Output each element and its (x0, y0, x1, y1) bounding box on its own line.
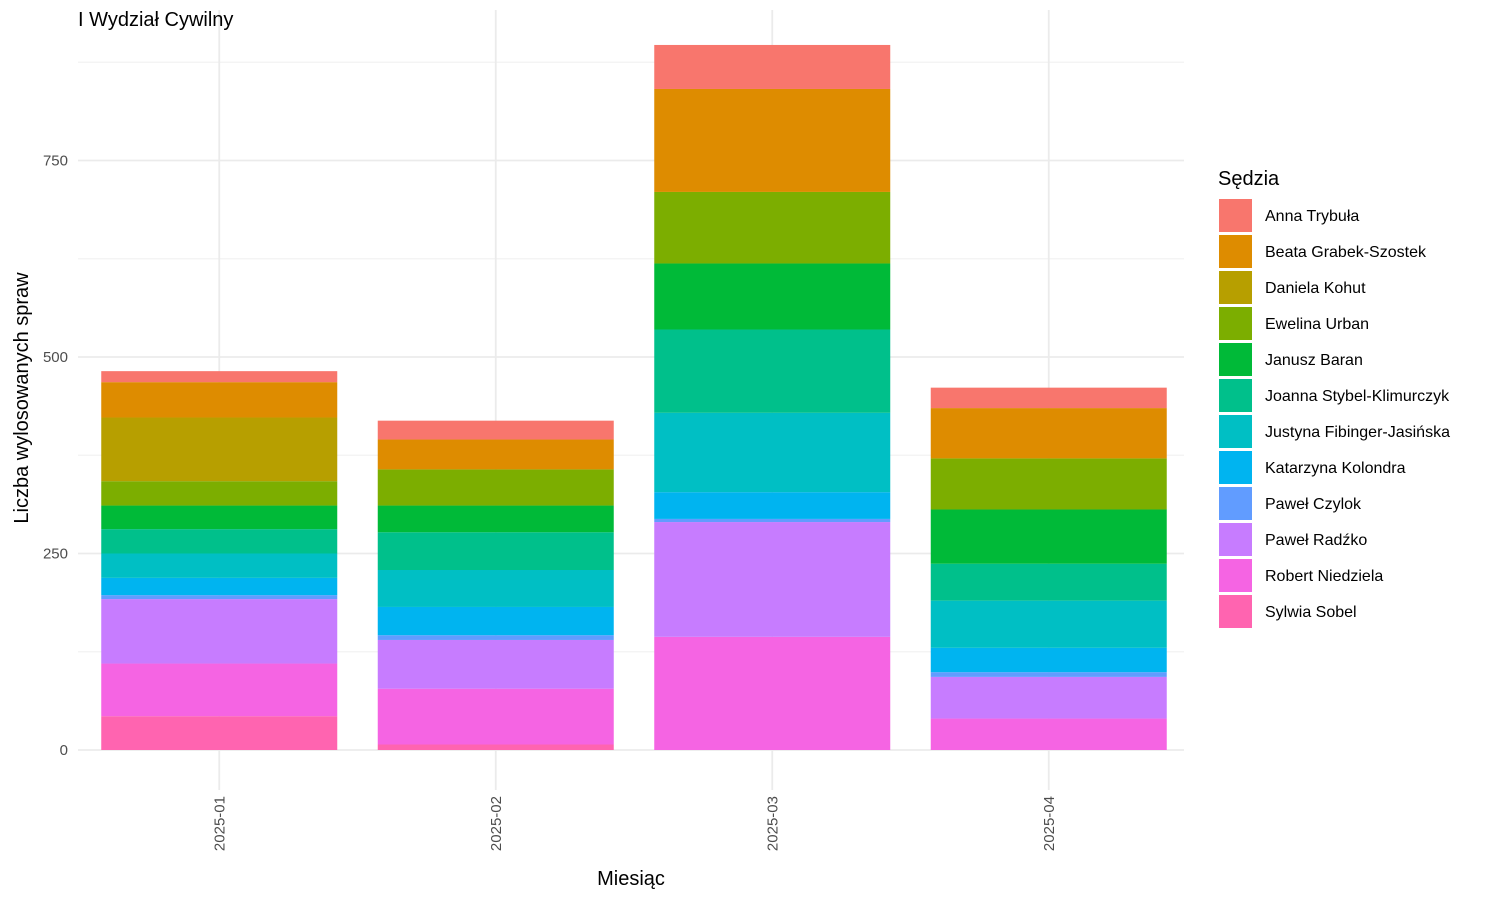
legend-swatch (1219, 199, 1252, 232)
bar-segment (377, 505, 614, 533)
bar-segment (654, 88, 891, 192)
bar-segment (930, 600, 1167, 648)
legend-label: Katarzyna Kolondra (1265, 460, 1406, 477)
legend-label: Anna Trybuła (1265, 208, 1359, 225)
bar-segment (654, 191, 891, 264)
bar-segment (377, 469, 614, 506)
legend-swatch (1219, 523, 1252, 556)
bar-segment (101, 553, 338, 578)
bar-segment (101, 417, 338, 482)
bar-segment (377, 606, 614, 636)
bar-segment (930, 458, 1167, 510)
legend-swatch (1219, 235, 1252, 268)
x-axis-title: Miesiąc (597, 868, 665, 890)
bar-segment (930, 387, 1167, 409)
bar-segment (101, 529, 338, 554)
bar-segment (654, 518, 891, 523)
y-tick-label: 500 (43, 349, 68, 366)
legend-swatch (1219, 487, 1252, 520)
legend-label: Janusz Baran (1265, 352, 1363, 369)
x-axis-ticks: 2025-01 2025-02 2025-03 2025-04 (211, 796, 1058, 851)
bar-segment (377, 688, 614, 745)
bar-segment (101, 663, 338, 717)
bar-segment (654, 329, 891, 413)
bar-segment (654, 522, 891, 637)
legend-label: Robert Niedziela (1265, 568, 1383, 585)
legend-title: Sędzia (1218, 168, 1280, 190)
y-tick-label: 0 (60, 742, 68, 759)
y-tick-label: 750 (43, 153, 68, 170)
legend-swatch (1219, 379, 1252, 412)
legend-label: Paweł Radźko (1265, 532, 1367, 549)
legend-swatch (1219, 343, 1252, 376)
bar-segment (101, 371, 338, 383)
legend-label: Ewelina Urban (1265, 316, 1369, 333)
chart-title: I Wydział Cywilny (78, 9, 233, 31)
legend-label: Sylwia Sobel (1265, 604, 1357, 621)
bar-segment (654, 636, 891, 750)
bar-segment (377, 639, 614, 689)
legend-label: Justyna Fibinger-Jasińska (1265, 424, 1450, 441)
bar-segment (377, 635, 614, 640)
bar-segment (930, 563, 1167, 601)
bar-segment (101, 716, 338, 750)
bar-segment (930, 647, 1167, 673)
bar-segment (654, 412, 891, 493)
bar-segment (101, 599, 338, 664)
bar-segment (101, 577, 338, 596)
bar-segment (377, 439, 614, 470)
bar-segment (654, 44, 891, 89)
bar-segment (377, 420, 614, 440)
legend-swatch (1219, 595, 1252, 628)
y-axis-ticks: 0 250 500 750 (43, 153, 68, 760)
legend-swatch (1219, 307, 1252, 340)
bar-segment (101, 382, 338, 418)
x-tick-label: 2025-04 (1041, 796, 1058, 851)
bar-segment (930, 672, 1167, 677)
legend-label: Paweł Czylok (1265, 496, 1362, 513)
bar-segment (930, 408, 1167, 459)
bar-segment (930, 718, 1167, 750)
bar-segment (377, 744, 614, 750)
legend-label: Daniela Kohut (1265, 280, 1366, 297)
legend-label: Beata Grabek-Szostek (1265, 244, 1427, 261)
legend-swatch (1219, 559, 1252, 592)
bars (101, 44, 1167, 750)
bar-segment (930, 509, 1167, 564)
x-tick-label: 2025-01 (211, 796, 228, 851)
x-tick-label: 2025-02 (488, 796, 505, 851)
legend-swatch (1219, 451, 1252, 484)
legend-swatch (1219, 271, 1252, 304)
legend-label: Joanna Stybel-Klimurczyk (1265, 388, 1450, 405)
y-axis-title: Liczba wylosowanych spraw (11, 272, 33, 524)
bar-segment (654, 263, 891, 330)
x-tick-label: 2025-03 (764, 796, 781, 851)
bar-segment (101, 595, 338, 600)
bar-segment (101, 505, 338, 530)
bar-segment (377, 532, 614, 571)
bar-segment (930, 676, 1167, 719)
legend-swatch (1219, 415, 1252, 448)
bar-segment (654, 492, 891, 519)
bar-segment (101, 481, 338, 506)
legend: Sędzia Anna Trybuła Beata Grabek-Szostek D… (1218, 168, 1450, 628)
bar-segment (377, 570, 614, 607)
y-tick-label: 250 (43, 546, 68, 563)
